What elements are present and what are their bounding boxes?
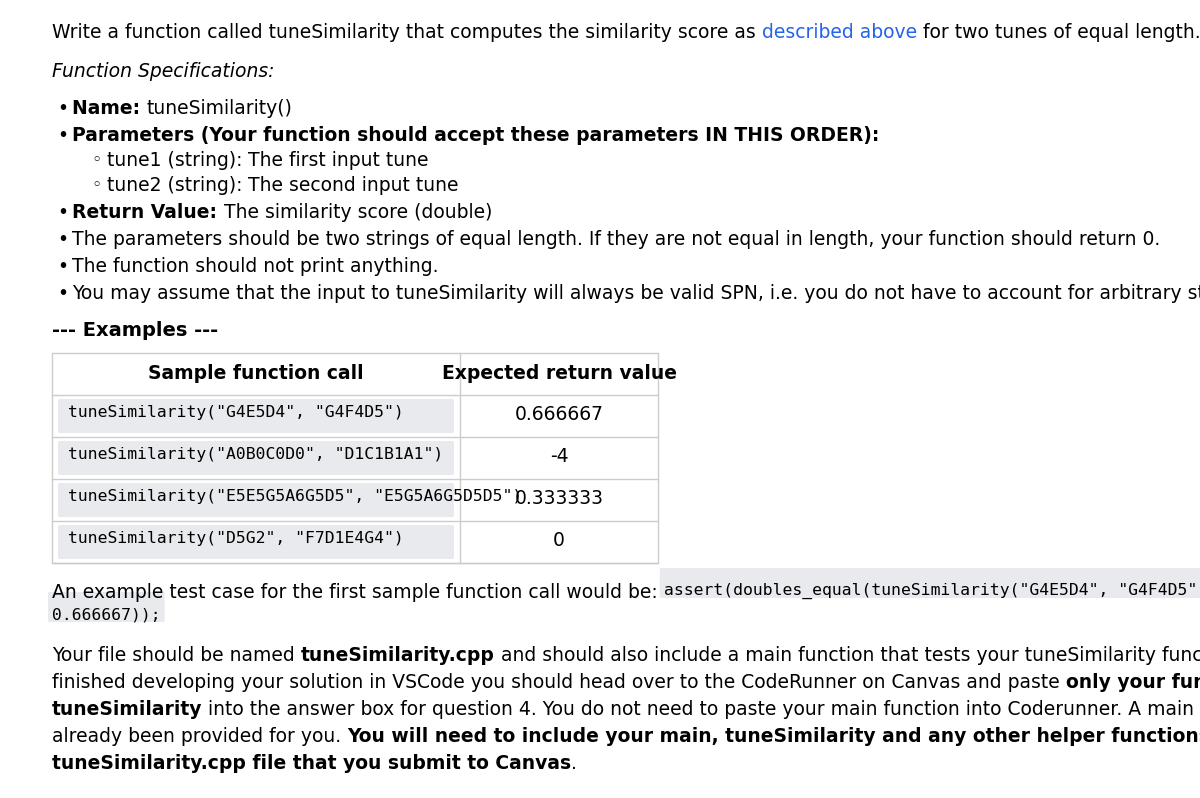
Text: ◦: ◦ [91, 151, 101, 169]
Text: Expected return value: Expected return value [442, 364, 677, 383]
Text: Your file should be named: Your file should be named [52, 646, 301, 665]
Text: Return Value:: Return Value: [72, 203, 223, 222]
Text: described above: described above [762, 23, 917, 42]
Text: finished developing your solution in VSCode you should head over to the CodeRunn: finished developing your solution in VSC… [52, 673, 1066, 692]
Text: Sample function call: Sample function call [148, 364, 364, 383]
Text: ◦: ◦ [91, 176, 101, 194]
Text: The similarity score (double): The similarity score (double) [223, 203, 492, 222]
FancyBboxPatch shape [58, 483, 454, 517]
Text: •: • [58, 230, 68, 249]
Text: tuneSimilarity.cpp file that you submit to Canvas: tuneSimilarity.cpp file that you submit … [52, 754, 571, 773]
Text: You may assume that the input to tuneSimilarity will always be valid SPN, i.e. y: You may assume that the input to tuneSim… [72, 284, 1200, 303]
Text: The function should not print anything.: The function should not print anything. [72, 257, 438, 276]
FancyBboxPatch shape [58, 399, 454, 433]
Text: assert(doubles_equal(tuneSimilarity("G4E5D4", "G4F4D5"),: assert(doubles_equal(tuneSimilarity("G4E… [664, 583, 1200, 599]
Text: Write a function called tuneSimilarity that computes the similarity score as: Write a function called tuneSimilarity t… [52, 23, 762, 42]
FancyBboxPatch shape [660, 568, 1200, 598]
Text: •: • [58, 126, 68, 145]
Text: The parameters should be two strings of equal length. If they are not equal in l: The parameters should be two strings of … [72, 230, 1160, 249]
Text: tuneSimilarity("E5E5G5A6G5D5", "E5G5A6G5D5D5"): tuneSimilarity("E5E5G5A6G5D5", "E5G5A6G5… [68, 489, 522, 504]
Text: •: • [58, 99, 68, 118]
Text: tune2 (string):: tune2 (string): [107, 176, 248, 195]
Text: The first input tune: The first input tune [248, 151, 430, 170]
Text: into the answer box for question 4. You do not need to paste your main function : into the answer box for question 4. You … [203, 700, 1200, 719]
Text: •: • [58, 203, 68, 222]
Text: tuneSimilarity: tuneSimilarity [52, 700, 203, 719]
Text: 0: 0 [553, 531, 565, 550]
Text: --- Examples ---: --- Examples --- [52, 321, 218, 340]
FancyBboxPatch shape [58, 441, 454, 475]
Text: for two tunes of equal length.: for two tunes of equal length. [917, 23, 1200, 42]
Text: tune1 (string):: tune1 (string): [107, 151, 248, 170]
Text: only your function: only your function [1066, 673, 1200, 692]
Text: tuneSimilarity(): tuneSimilarity() [146, 99, 293, 118]
Text: 0.333333: 0.333333 [515, 489, 604, 508]
Bar [52, 353, 658, 563]
Text: tuneSimilarity("D5G2", "F7D1E4G4"): tuneSimilarity("D5G2", "F7D1E4G4") [68, 531, 403, 546]
Text: Parameters (Your function should accept these parameters IN THIS ORDER):: Parameters (Your function should accept … [72, 126, 880, 145]
Text: Name:: Name: [72, 99, 146, 118]
Text: Function Specifications:: Function Specifications: [52, 62, 275, 81]
FancyBboxPatch shape [48, 592, 164, 622]
Text: The second input tune: The second input tune [248, 176, 458, 195]
Text: •: • [58, 284, 68, 303]
Text: •: • [58, 257, 68, 276]
Text: 0.666667: 0.666667 [515, 405, 604, 424]
Text: tuneSimilarity.cpp: tuneSimilarity.cpp [301, 646, 494, 665]
Text: .: . [571, 754, 577, 773]
Text: tuneSimilarity("G4E5D4", "G4F4D5"): tuneSimilarity("G4E5D4", "G4F4D5") [68, 405, 403, 420]
Text: You will need to include your main, tuneSimilarity and any other helper function: You will need to include your main, tune… [347, 727, 1200, 746]
FancyBboxPatch shape [58, 525, 454, 559]
Text: tuneSimilarity("A0B0C0D0", "D1C1B1A1"): tuneSimilarity("A0B0C0D0", "D1C1B1A1") [68, 447, 443, 462]
Text: 0.666667));: 0.666667)); [52, 607, 161, 622]
Text: already been provided for you.: already been provided for you. [52, 727, 347, 746]
Text: -4: -4 [550, 447, 569, 466]
Text: An example test case for the first sample function call would be:: An example test case for the first sampl… [52, 583, 664, 602]
Text: and should also include a main function that tests your tuneSimilarity function.: and should also include a main function … [494, 646, 1200, 665]
